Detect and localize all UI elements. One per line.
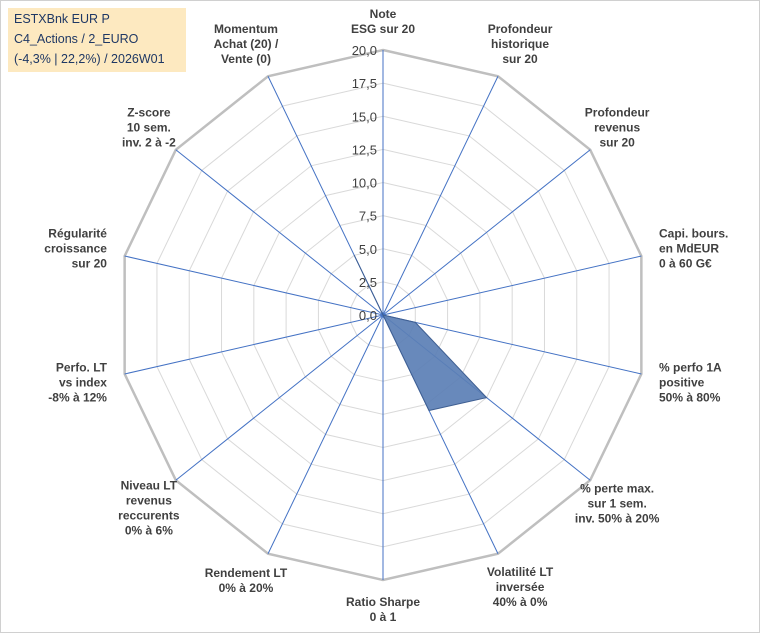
axis-label-line: -8% à 12% (48, 391, 107, 405)
axis-label-line: % perfo 1A (659, 361, 722, 375)
axis-label: % perte max.sur 1 sem.inv. 50% à 20% (575, 481, 660, 525)
axis-label-line: 10 sem. (127, 121, 171, 135)
axis-label-line: 0% à 6% (125, 524, 173, 538)
radial-tick-label: 15,0 (352, 109, 377, 124)
axis-label-line: 40% à 0% (493, 595, 548, 609)
radar-spoke (382, 314, 642, 375)
radial-tick-label: 5,0 (359, 242, 377, 257)
axis-label-line: revenus (594, 121, 640, 135)
axis-label-line: sur 20 (502, 52, 538, 66)
radar-spoke (124, 314, 384, 375)
axis-label-line: revenus (126, 494, 172, 508)
radar-spoke (124, 255, 384, 316)
radar-spoke (175, 314, 384, 481)
axis-label-line: 0 à 1 (370, 610, 397, 624)
radial-tick-label: 12,5 (352, 142, 377, 157)
radar-spoke (267, 314, 384, 554)
axis-label-line: Profondeur (585, 106, 650, 120)
axis-label-line: Vente (0) (221, 52, 271, 66)
axis-label-line: 0 à 60 G€ (659, 256, 712, 270)
axis-label-line: Note (370, 7, 397, 21)
axis-label-line: Profondeur (488, 22, 553, 36)
axis-label-line: Perfo. LT (56, 361, 108, 375)
radial-tick-label: 10,0 (352, 176, 377, 191)
axis-label-line: inversée (496, 580, 545, 594)
axis-label-line: Rendement LT (205, 566, 288, 580)
axis-label-line: vs index (59, 376, 107, 390)
radial-tick-label: 20,0 (352, 43, 377, 58)
axis-label-line: croissance (44, 241, 107, 255)
axis-label-line: en MdEUR (659, 241, 719, 255)
info-box: ESTXBnk EUR P C4_Actions / 2_EURO (-4,3%… (8, 8, 186, 72)
info-category: C4_Actions / 2_EURO (14, 32, 139, 46)
axis-label-line: reccurents (118, 509, 180, 523)
axis-label-line: Capi. bours. (659, 226, 728, 240)
radar-spoke (382, 149, 591, 316)
axis-label-line: inv. 50% à 20% (575, 511, 660, 525)
axis-label-line: sur 20 (599, 136, 635, 150)
radial-tick-label: 7,5 (359, 209, 377, 224)
radial-tick-label: 0,0 (359, 308, 377, 323)
radar-series (353, 255, 488, 412)
axis-label-line: historique (491, 37, 549, 51)
axis-label-line: Momentum (214, 22, 278, 36)
info-performance: (-4,3% | 22,2%) / 2026W01 (14, 52, 165, 66)
axis-label-line: positive (659, 376, 705, 390)
axis-label-line: Z-score (127, 106, 171, 120)
axis-label-line: Ratio Sharpe (346, 595, 420, 609)
info-fund-name: ESTXBnk EUR P (14, 12, 110, 26)
radar-spoke (382, 76, 499, 316)
axis-label-line: % perte max. (580, 481, 654, 495)
axis-label-line: sur 1 sem. (587, 496, 646, 510)
axis-label: Rendement LT0% à 20% (205, 566, 288, 595)
radar-series-area (353, 255, 488, 412)
radar-grid (123, 48, 643, 582)
axis-label-line: ESG sur 20 (351, 22, 415, 36)
radial-tick-label: 17,5 (352, 76, 377, 91)
axis-label-line: Volatilité LT (487, 565, 554, 579)
axis-label-line: Achat (20) / (214, 37, 279, 51)
radial-tick-labels: 0,0 2,5 5,0 7,5 10,0 12,5 15,0 17,5 20,0 (352, 43, 377, 323)
axis-label-line: Niveau LT (121, 479, 178, 493)
axis-label-line: Régularité (48, 226, 107, 240)
axis-label-line: sur 20 (72, 256, 108, 270)
radar-spoke (175, 149, 384, 316)
axis-label-line: 50% à 80% (659, 391, 721, 405)
radar-spoke (382, 255, 642, 316)
radial-tick-label: 2,5 (359, 275, 377, 290)
axis-label-line: inv. 2 à -2 (122, 136, 176, 150)
axis-label-line: 0% à 20% (219, 581, 274, 595)
